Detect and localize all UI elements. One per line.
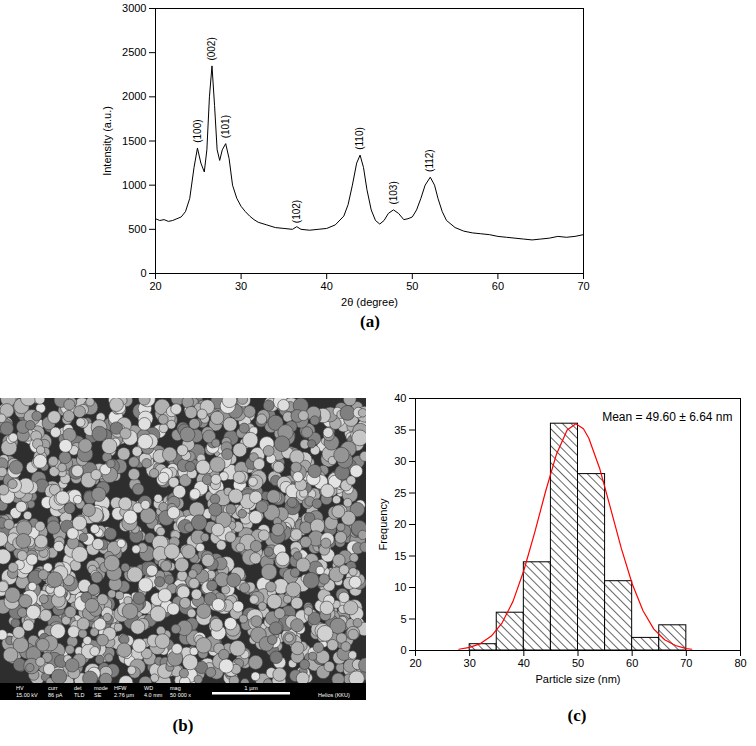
svg-text:SE: SE: [94, 692, 102, 698]
svg-text:WD: WD: [144, 685, 153, 691]
svg-text:20: 20: [394, 518, 406, 530]
svg-text:20: 20: [149, 280, 161, 292]
svg-text:curr: curr: [48, 685, 58, 691]
svg-text:40: 40: [394, 392, 406, 404]
svg-text:50 000 x: 50 000 x: [170, 692, 191, 698]
svg-text:30: 30: [464, 657, 476, 669]
svg-text:Frequency: Frequency: [377, 498, 389, 550]
svg-text:mag: mag: [170, 685, 181, 691]
svg-text:Particle size (nm): Particle size (nm): [536, 673, 621, 685]
svg-text:15.00 kV: 15.00 kV: [16, 692, 38, 698]
svg-text:1500: 1500: [122, 135, 146, 147]
svg-text:60: 60: [492, 280, 504, 292]
svg-text:60: 60: [626, 657, 638, 669]
svg-text:86 pA: 86 pA: [48, 692, 63, 698]
svg-text:40: 40: [321, 280, 333, 292]
svg-text:80: 80: [734, 657, 746, 669]
svg-text:HFW: HFW: [114, 685, 127, 691]
svg-text:30: 30: [394, 455, 406, 467]
svg-text:5: 5: [400, 613, 406, 625]
svg-text:500: 500: [128, 223, 146, 235]
svg-text:1 µm: 1 µm: [244, 685, 257, 691]
svg-text:40: 40: [518, 657, 530, 669]
svg-text:(102): (102): [291, 200, 302, 223]
svg-text:(103): (103): [388, 181, 399, 204]
svg-text:Mean = 49.60 ± 6.64 nm: Mean = 49.60 ± 6.64 nm: [602, 410, 732, 424]
svg-text:3000: 3000: [122, 2, 146, 14]
svg-text:HV: HV: [16, 685, 24, 691]
svg-text:Intensity (a.u.): Intensity (a.u.): [101, 106, 113, 176]
html-text:(a): (a): [360, 312, 380, 331]
svg-text:4.0 mm: 4.0 mm: [144, 692, 163, 698]
svg-text:15: 15: [394, 550, 406, 562]
svg-text:2000: 2000: [122, 90, 146, 102]
svg-text:2.76 µm: 2.76 µm: [114, 692, 134, 698]
svg-text:0: 0: [140, 267, 146, 279]
svg-text:25: 25: [394, 487, 406, 499]
svg-text:20: 20: [409, 657, 421, 669]
svg-text:10: 10: [394, 581, 406, 593]
svg-text:30: 30: [235, 280, 247, 292]
svg-text:50: 50: [406, 280, 418, 292]
svg-text:(100): (100): [192, 119, 203, 142]
svg-text:70: 70: [577, 280, 589, 292]
svg-text:(112): (112): [424, 149, 435, 172]
svg-text:2500: 2500: [122, 46, 146, 58]
svg-text:2θ (degree): 2θ (degree): [341, 296, 398, 308]
svg-text:mode: mode: [94, 685, 108, 691]
html-text:(c): (c): [567, 706, 587, 725]
svg-text:35: 35: [394, 424, 406, 436]
svg-text:1000: 1000: [122, 179, 146, 191]
svg-text:(110): (110): [354, 127, 365, 150]
svg-text:50: 50: [572, 657, 584, 669]
svg-text:TLD: TLD: [74, 692, 84, 698]
svg-text:Helios (KKU): Helios (KKU): [318, 692, 350, 698]
html-text:(b): (b): [172, 716, 194, 735]
svg-text:(101): (101): [220, 115, 231, 138]
svg-text:(002): (002): [206, 37, 217, 60]
svg-text:det: det: [74, 685, 82, 691]
svg-text:70: 70: [680, 657, 692, 669]
svg-text:0: 0: [400, 644, 406, 656]
